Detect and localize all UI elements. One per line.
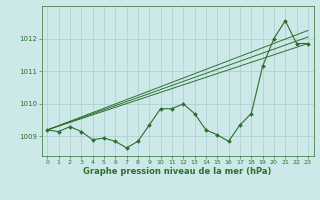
X-axis label: Graphe pression niveau de la mer (hPa): Graphe pression niveau de la mer (hPa) bbox=[84, 167, 272, 176]
